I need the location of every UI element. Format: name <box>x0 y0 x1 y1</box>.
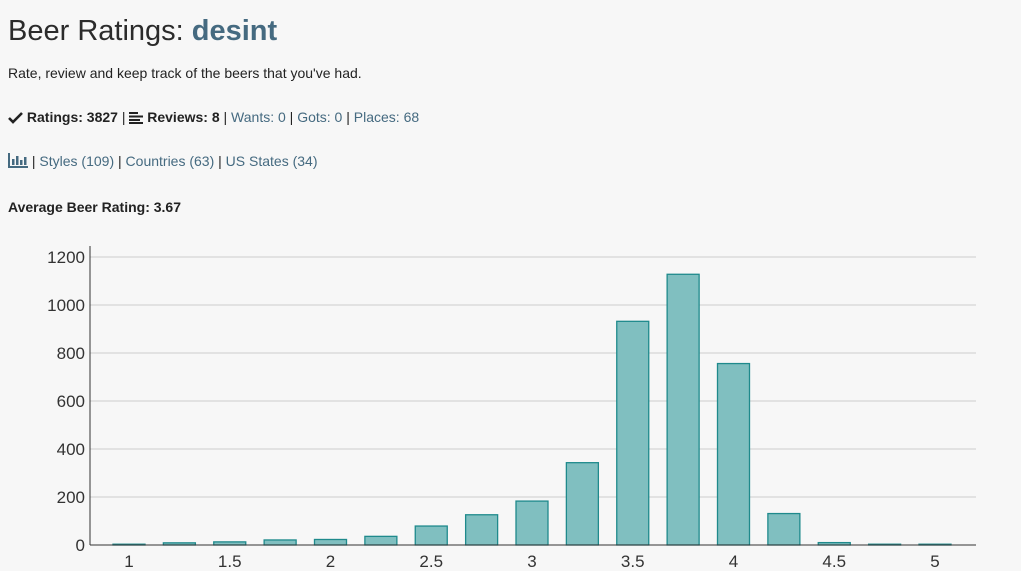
styles-link[interactable]: Styles (109) <box>39 153 115 169</box>
ratings-histogram-chart: 0 200 400 600 800 1000 1200 1 1.5 2 2.5 3 3.5 4 4.5 5 <box>47 246 976 571</box>
y-tick-label: 400 <box>57 440 85 459</box>
bar <box>414 525 448 546</box>
bar <box>716 362 751 546</box>
x-tick-label: 5 <box>930 552 939 571</box>
us-states-link[interactable]: US States (34) <box>225 153 318 169</box>
x-tick-label: 3.5 <box>621 552 645 571</box>
text-lines-icon <box>129 110 144 128</box>
separator: | <box>31 153 36 169</box>
bar <box>666 273 700 546</box>
bar <box>565 462 600 546</box>
reviews-count: Reviews: 8 <box>147 109 220 125</box>
y-tick-label: 800 <box>57 344 85 363</box>
y-tick-label: 200 <box>57 488 85 507</box>
x-tick-label: 1.5 <box>218 552 242 571</box>
y-tick-label: 1200 <box>47 248 85 267</box>
bar <box>364 535 398 546</box>
places-link[interactable]: Places: 68 <box>353 109 420 125</box>
average-rating: Average Beer Rating: 3.67 <box>8 199 181 215</box>
countries-link[interactable]: Countries (63) <box>125 153 215 169</box>
checkmark-icon <box>8 110 23 128</box>
separator: | <box>289 109 294 125</box>
wants-link[interactable]: Wants: 0 <box>231 109 286 125</box>
x-tick-label: 4 <box>729 552 738 571</box>
stats-bar: Ratings: 3827 | Reviews: 8 | Wants: 0 | … <box>8 108 419 128</box>
separator: | <box>218 153 222 169</box>
separator: | <box>121 109 126 125</box>
ratings-count: Ratings: 3827 <box>26 109 118 125</box>
page-subtitle: Rate, review and keep track of the beers… <box>8 65 362 81</box>
bar <box>464 514 499 546</box>
bar-chart-icon[interactable] <box>8 153 28 172</box>
bar <box>616 320 650 546</box>
y-tick-label: 0 <box>76 536 85 555</box>
separator: | <box>223 109 228 125</box>
separator: | <box>118 153 122 169</box>
x-tick-label: 3 <box>527 552 536 571</box>
bar <box>313 538 348 546</box>
x-tick-label: 1 <box>124 552 133 571</box>
username-link[interactable]: desint <box>191 15 278 47</box>
x-tick-label: 2.5 <box>419 552 443 571</box>
gots-link[interactable]: Gots: 0 <box>297 109 343 125</box>
page-title: Beer Ratings: desint <box>8 12 277 50</box>
title-prefix: Beer Ratings: <box>8 15 192 47</box>
bar <box>263 539 297 546</box>
x-tick-label: 4.5 <box>822 552 846 571</box>
separator: | <box>346 109 350 125</box>
breakdown-links: | Styles (109) | Countries (63) | US Sta… <box>8 152 318 172</box>
y-tick-label: 1000 <box>47 296 85 315</box>
x-tick-label: 2 <box>326 552 335 571</box>
y-tick-label: 600 <box>57 392 85 411</box>
bar <box>515 500 549 546</box>
bar <box>767 512 801 546</box>
